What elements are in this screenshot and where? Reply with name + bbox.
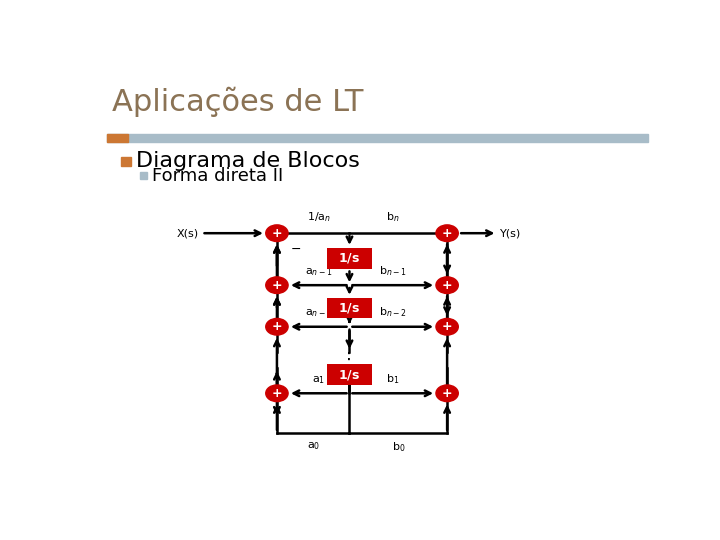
Text: $\mathbf{1/s}$: $\mathbf{1/s}$: [338, 301, 361, 315]
FancyBboxPatch shape: [327, 298, 372, 319]
Text: ⋮: ⋮: [438, 351, 456, 369]
Text: +: +: [442, 227, 452, 240]
Text: Forma direta II: Forma direta II: [153, 167, 284, 185]
Text: b$_{n-1}$: b$_{n-1}$: [379, 264, 407, 278]
Text: a$_1$: a$_1$: [312, 374, 325, 386]
Text: +: +: [271, 279, 282, 292]
Text: 1/a$_n$: 1/a$_n$: [307, 210, 331, 224]
Circle shape: [436, 225, 459, 241]
Circle shape: [266, 385, 288, 402]
Circle shape: [436, 277, 459, 294]
Bar: [107, 134, 128, 141]
Circle shape: [266, 277, 288, 294]
Bar: [140, 172, 148, 179]
Text: a$_{n-2}$: a$_{n-2}$: [305, 307, 333, 319]
Text: +: +: [271, 320, 282, 333]
Bar: [107, 134, 648, 141]
Bar: [121, 157, 131, 166]
Text: a$_{n-1}$: a$_{n-1}$: [305, 266, 333, 278]
Text: $\mathbf{1/s}$: $\mathbf{1/s}$: [338, 251, 361, 265]
Text: Aplicações de LT: Aplicações de LT: [112, 87, 364, 117]
Text: b$_{n-2}$: b$_{n-2}$: [379, 306, 407, 319]
Text: b$_1$: b$_1$: [386, 372, 400, 386]
Circle shape: [436, 385, 459, 402]
Text: ⋮: ⋮: [268, 351, 286, 369]
Text: b$_n$: b$_n$: [386, 210, 400, 224]
Circle shape: [266, 225, 288, 241]
Text: a$_0$: a$_0$: [307, 440, 320, 452]
FancyBboxPatch shape: [327, 248, 372, 268]
Text: +: +: [442, 320, 452, 333]
Text: +: +: [442, 279, 452, 292]
Text: +: +: [271, 227, 282, 240]
Text: Diagrama de Blocos: Diagrama de Blocos: [136, 151, 359, 171]
Text: X(s): X(s): [176, 228, 199, 238]
Text: +: +: [271, 387, 282, 400]
Text: $\mathbf{1/s}$: $\mathbf{1/s}$: [338, 368, 361, 382]
Circle shape: [266, 319, 288, 335]
Text: b$_0$: b$_0$: [392, 440, 405, 454]
Text: Y(s): Y(s): [500, 228, 521, 238]
Text: ⋮: ⋮: [341, 351, 359, 369]
Text: −: −: [291, 244, 302, 256]
Text: +: +: [442, 387, 452, 400]
FancyBboxPatch shape: [327, 364, 372, 385]
Circle shape: [436, 319, 459, 335]
